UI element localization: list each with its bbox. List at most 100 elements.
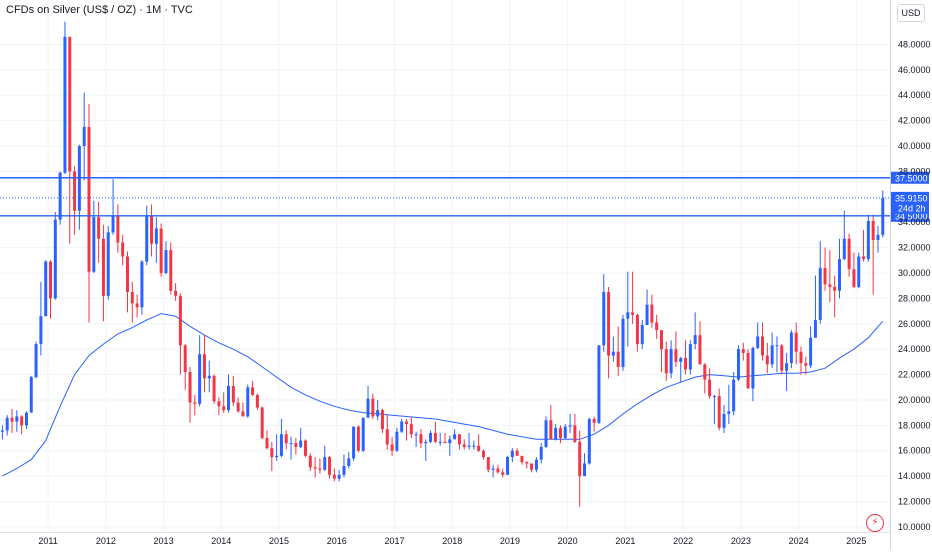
candle-body	[313, 467, 317, 469]
candle	[82, 92, 86, 181]
candle	[212, 374, 216, 404]
candle	[674, 331, 678, 367]
candle	[578, 430, 582, 507]
candle	[866, 214, 870, 262]
candle-body	[539, 446, 543, 460]
candle	[236, 397, 240, 413]
candle	[583, 453, 586, 477]
candle	[823, 247, 827, 291]
candle-body	[424, 441, 428, 444]
candle	[227, 374, 230, 413]
candle-body	[506, 457, 510, 475]
candle-body	[308, 455, 312, 468]
candle-body	[525, 462, 529, 464]
candle-body	[275, 455, 279, 458]
candle	[246, 384, 250, 418]
candle	[328, 455, 332, 479]
time-axis[interactable]: 2011 2012 2013 2014 2015 2016 2017 2018 2019 2020…	[0, 532, 890, 547]
candle	[443, 432, 447, 444]
price-axis[interactable]: 10.0000 12.0000 14.0000 16.0000 18.0000 20.00…	[890, 0, 931, 550]
candle	[10, 408, 14, 433]
candle	[323, 445, 327, 472]
candle-body	[429, 432, 433, 442]
candle	[660, 330, 663, 373]
candle	[482, 449, 485, 460]
last-price-tag[interactable]	[891, 191, 929, 214]
currency-button[interactable]: USD	[897, 4, 925, 22]
candle-body	[708, 379, 712, 397]
candle	[794, 322, 798, 365]
candle	[34, 341, 38, 379]
candle-body	[169, 250, 173, 291]
candle-body	[785, 363, 789, 371]
candle	[193, 394, 197, 416]
candle	[573, 413, 577, 444]
candle-body	[135, 303, 139, 308]
price-tick-label: 10.0000	[898, 522, 931, 532]
candle	[385, 413, 389, 450]
candle	[664, 341, 668, 381]
moving-average-line	[2, 313, 884, 477]
candle	[347, 452, 351, 469]
candle	[539, 443, 543, 464]
candle-body	[164, 250, 168, 273]
candle	[400, 418, 404, 433]
candle	[472, 440, 476, 450]
price-tick-label: 42.0000	[898, 116, 931, 126]
candle-body	[838, 259, 841, 291]
candle	[419, 429, 423, 449]
candle	[462, 439, 466, 450]
candle-body	[655, 322, 659, 331]
candle	[140, 260, 144, 315]
candle	[491, 464, 495, 478]
candle-body	[688, 344, 692, 370]
candle-body	[111, 215, 115, 233]
candle-body	[616, 351, 620, 367]
candle-body	[876, 234, 880, 240]
tradingview-icon[interactable]: ⚡	[866, 514, 884, 532]
candle	[24, 411, 28, 430]
candle-body	[385, 429, 389, 445]
candle-body	[58, 172, 62, 220]
candle	[592, 416, 596, 432]
candle	[785, 352, 789, 392]
candle-body	[92, 217, 96, 272]
candle-body	[352, 426, 356, 459]
candle	[496, 464, 500, 474]
candle	[616, 326, 620, 376]
price-tick-label: 16.0000	[898, 446, 931, 456]
time-tick-label: 2017	[384, 536, 404, 546]
candle	[308, 453, 312, 472]
candle	[515, 448, 519, 456]
candle	[376, 399, 380, 421]
candle-body	[804, 363, 808, 366]
candle-body	[395, 431, 399, 451]
candle-body	[631, 312, 635, 315]
candle-body	[193, 402, 197, 404]
time-tick-label: 2015	[269, 536, 289, 546]
candle-body	[453, 434, 457, 440]
candle	[150, 204, 154, 257]
candle-body	[684, 358, 688, 370]
candle-body	[140, 261, 144, 308]
candle	[645, 289, 649, 326]
price-tick-label: 38.0000	[898, 166, 931, 176]
candle-body	[486, 457, 490, 470]
candle	[63, 21, 67, 174]
candle-body	[356, 426, 360, 451]
candle-body	[284, 434, 288, 444]
candle	[92, 200, 96, 273]
candle-body	[770, 345, 774, 365]
time-tick-label: 2024	[789, 536, 809, 546]
candle-body	[150, 215, 154, 244]
candle-body	[833, 286, 837, 291]
level-price-tag[interactable]	[891, 171, 929, 184]
candle	[621, 314, 625, 371]
time-tick-label: 2020	[558, 536, 578, 546]
candle	[727, 384, 731, 425]
candle-body	[741, 349, 745, 353]
price-tick-label: 30.0000	[898, 268, 931, 278]
